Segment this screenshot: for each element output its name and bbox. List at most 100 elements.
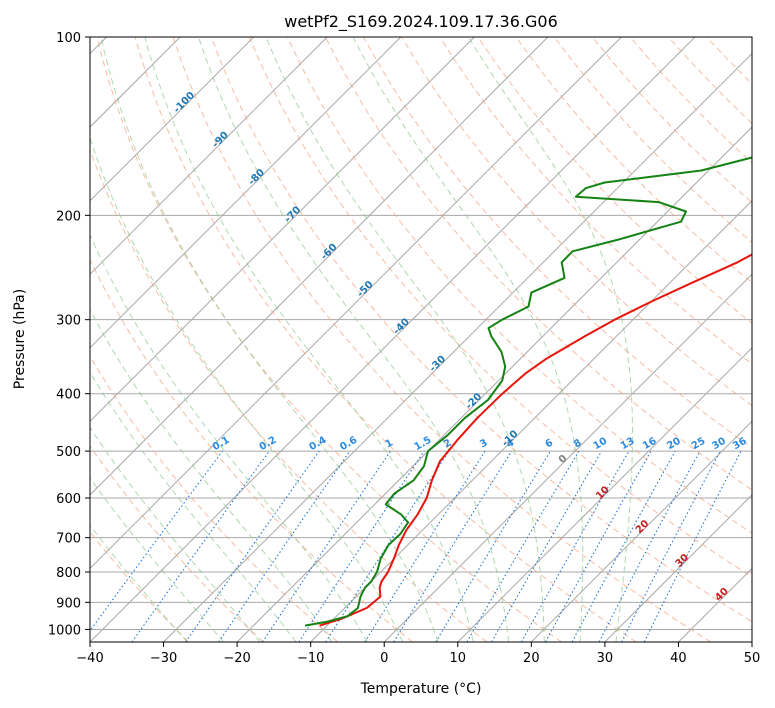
x-tick-label: −30 [150,651,177,666]
isotherm-line [90,37,549,496]
y-tick-label: 600 [56,492,81,507]
mixing-ratio-label: 6 [543,437,555,450]
isotherm-line [90,37,475,423]
chart-title: wetPf2_S169.2024.109.17.36.G06 [284,12,558,32]
y-tick-label: 200 [56,209,81,224]
mixing-ratio-label: 0.2 [258,435,279,453]
y-tick-label: 800 [56,566,81,581]
moist-adiabat-line [90,426,261,642]
isotherm-label: -20 [464,391,485,412]
mixing-ratio-label: 30 [710,436,728,453]
dry-adiabat-line [439,37,752,365]
moist-adiabat-line [100,37,439,642]
isotherm-line [163,52,752,642]
mixing-ratio-label: 8 [572,437,584,450]
mixing-ratio-line [218,450,351,642]
isotherm-label: -30 [428,354,449,375]
x-tick-label: 30 [597,651,614,666]
moist-adiabat-line [90,233,368,642]
mixing-ratio-line [131,450,270,642]
mixing-ratio-line [298,450,425,642]
y-tick-label: 1000 [48,623,81,638]
moist-adiabat-line [90,477,225,642]
x-tick-label: 10 [450,651,467,666]
mixing-ratio-line [393,450,513,642]
isotherm-line [678,567,752,642]
mixing-ratio-line [598,450,701,642]
mixing-ratio-label: 4 [505,437,517,450]
x-tick-label: 50 [744,651,761,666]
isotherm-label: 10 [594,484,612,502]
isotherm-line [751,641,752,642]
mixing-ratio-label: 10 [592,436,610,453]
y-tick-label: 700 [56,532,81,547]
isotherm-line [90,37,622,570]
isotherm-label: -60 [319,242,340,263]
dry-adiabat-line [90,445,264,642]
dry-adiabat-line [706,37,752,85]
mixing-ratio-label: 36 [731,436,749,453]
mixing-ratio-line [325,450,450,642]
temperature-profile-line [319,253,752,627]
x-axis-label: Temperature (°C) [360,681,482,697]
mixing-ratio-line [185,450,320,642]
isotherm-label: -90 [210,130,231,151]
dry-adiabat-line [90,355,339,642]
moist-adiabat-line [144,37,474,642]
moist-adiabat-line [90,371,297,642]
mixing-ratio-line [262,450,391,642]
plot-frame [89,36,753,643]
mixing-ratio-line [571,450,676,642]
dry-adiabat-line [668,37,752,125]
y-axis-label: Pressure (hPa) [12,289,28,389]
mixing-ratio-line [521,450,630,642]
mixing-ratio-label: 25 [690,436,708,453]
mixing-ratio-label: 13 [619,436,637,453]
dry-adiabat-line [553,37,752,244]
dry-adiabat-line [591,37,752,204]
isotherm-line [236,126,752,642]
moist-adiabat-line [90,308,333,642]
isotherm-line [90,37,402,349]
moist-adiabat-line [352,37,584,642]
mixing-ratio-label: 16 [641,436,659,453]
x-tick-label: −10 [297,651,324,666]
x-tick-label: 20 [523,651,540,666]
dry-adiabat-line [325,37,752,491]
isotherm-label: -70 [283,204,304,225]
mixing-ratio-line [545,450,652,642]
y-tick-label: 100 [56,31,81,46]
y-tick-label: 900 [56,596,81,611]
y-tick-label: 500 [56,445,81,460]
dry-adiabat-line [210,37,752,623]
x-tick-label: −40 [76,651,103,666]
isotherm-line [457,347,752,642]
dewpoint-profile-line [304,156,752,627]
dry-adiabat-line [90,258,413,642]
isotherm-line [90,37,255,202]
moist-adiabat-line [265,37,545,642]
isotherm-label: -80 [247,167,268,188]
mixing-ratio-line [643,450,742,642]
dry-adiabat-line [90,531,190,642]
moist-adiabat-line [90,524,188,642]
dry-adiabat-line [248,37,752,578]
dry-adiabat-line [515,37,752,284]
mixing-ratio-label: 0.6 [338,435,359,453]
y-axis: 100 200 300 400 500 600 700 800 900 1000 [48,31,90,638]
mixing-ratio-label: 1 [384,437,396,450]
isotherm-line [383,273,752,642]
x-tick-label: −20 [223,651,250,666]
mixing-ratio-label: 20 [665,436,683,453]
mixing-ratio-label: 2 [442,437,454,450]
y-tick-label: 400 [56,388,81,403]
dry-adiabat-line [90,148,488,642]
moist-adiabat-line [90,136,404,642]
isotherm-label: -50 [355,279,376,300]
mixing-ratio-label: 3 [478,437,490,450]
dry-adiabat-line [629,37,752,164]
isotherm-line [90,37,328,275]
isotherm-label: 0 [557,453,570,466]
dry-adiabat-line [134,37,637,642]
plot-area: 0.1 0.2 0.4 0.6 1 1.5 2 3 4 6 8 10 13 16 20 25 30 36-100-… [90,37,752,642]
